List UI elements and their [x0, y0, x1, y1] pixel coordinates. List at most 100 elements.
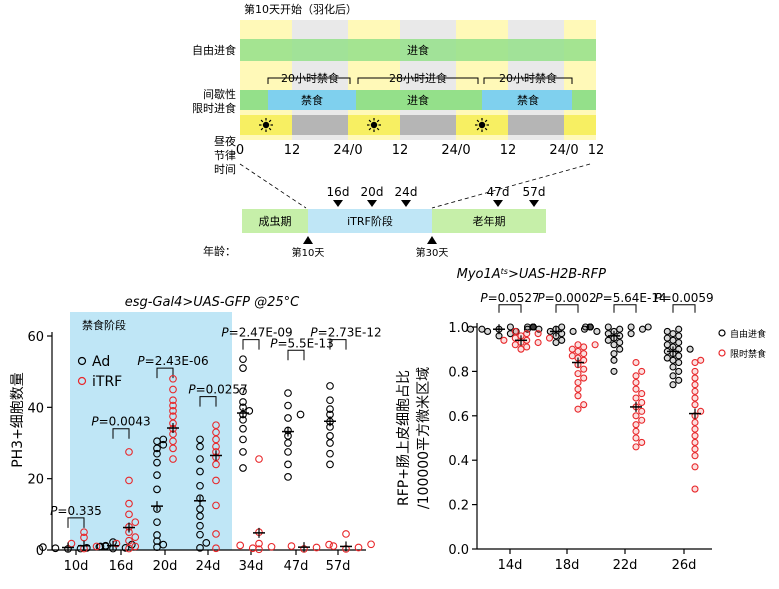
- data-point: [534, 338, 542, 347]
- data-point: [96, 542, 105, 551]
- data-point: [632, 427, 640, 435]
- itrf-row-label-2: 限时进食: [192, 101, 236, 115]
- legend-trf-marker: [718, 349, 726, 357]
- comparison-bracket: [555, 304, 579, 313]
- sun-icon: [475, 118, 489, 132]
- p-symbol: P: [221, 326, 229, 340]
- timeline-mark-arrow: [367, 200, 377, 207]
- data-point: [663, 341, 671, 349]
- circ-night-2: [400, 115, 456, 135]
- y-tick-label: 0.8: [448, 365, 469, 380]
- data-point: [610, 356, 618, 364]
- p-value: =2.73E-12: [318, 326, 382, 340]
- data-point: [691, 452, 699, 460]
- bracket-fast-20-b: [483, 77, 573, 84]
- chart1-ylabel: PH3+细胞数量: [10, 372, 26, 468]
- data-point: [159, 435, 168, 444]
- zoom-line-left: [239, 163, 307, 209]
- data-point: [131, 533, 140, 542]
- data-point: [153, 518, 161, 527]
- data-point: [484, 327, 492, 335]
- data-point: [325, 540, 333, 549]
- data-point: [523, 343, 531, 351]
- legend-trf-label: 限时禁食: [730, 348, 766, 360]
- legend-itrf-label: iTRF: [92, 374, 122, 390]
- data-point: [196, 530, 204, 539]
- hour-tick-label: 12: [392, 143, 409, 158]
- x-tick-label: 26d: [672, 558, 697, 573]
- legend-ad-label: Ad: [92, 354, 110, 370]
- data-point: [581, 323, 590, 331]
- data-point: [632, 443, 640, 451]
- chart2-ylabel-1: RFP+肠上皮细胞占比: [396, 370, 412, 506]
- legend-ad-libitum-label: 自由进食: [730, 328, 766, 340]
- day30-arrow: [427, 236, 437, 244]
- comparison-bracket: [672, 304, 696, 313]
- y-tick-label: 20: [27, 473, 44, 488]
- hour-tick-label: 24/0: [549, 143, 578, 158]
- circ-label-1: 昼夜: [214, 134, 236, 148]
- data-point: [312, 543, 321, 552]
- sun-icon-core: [262, 121, 270, 129]
- comparison-bracket: [287, 349, 305, 361]
- data-point: [159, 440, 168, 449]
- data-point: [691, 401, 699, 409]
- itrf-eat-label: 进食: [407, 93, 429, 107]
- data-point: [523, 323, 532, 331]
- hour-tick-label: 24/0: [333, 143, 362, 158]
- sun-icon-ray: [484, 119, 488, 123]
- sun-icon-core: [478, 121, 486, 129]
- data-point: [568, 352, 576, 360]
- data-point: [196, 481, 204, 490]
- data-point: [284, 460, 292, 469]
- data-point: [604, 336, 612, 344]
- p-value: =0.0527: [488, 291, 540, 305]
- data-point: [296, 410, 305, 419]
- stage-larva-label: 成虫期: [259, 215, 292, 228]
- data-point: [284, 389, 292, 397]
- data-point: [125, 536, 133, 545]
- data-point: [169, 396, 177, 405]
- itrf-eat-end: [572, 90, 596, 110]
- feeding-schematic: 第10天开始（羽化后） 自由进食 进食 20小时禁食 28小时进食 20小时禁食…: [192, 2, 604, 209]
- data-point: [616, 338, 624, 347]
- circ-night-3: [508, 115, 564, 135]
- day10-arrow: [303, 236, 313, 244]
- data-point: [632, 372, 640, 380]
- sun-icon-ray: [368, 127, 372, 131]
- x-tick-label: 10d: [64, 559, 89, 574]
- p-value-label: P=0.0059: [654, 291, 713, 305]
- data-point: [239, 448, 247, 456]
- data-point: [568, 345, 576, 353]
- data-point: [691, 367, 699, 375]
- fast-20-b-label: 20小时禁食: [499, 71, 557, 85]
- timeline-mark-arrow: [401, 200, 411, 207]
- data-point: [604, 323, 612, 331]
- p-value-label: P=0.0002: [537, 291, 596, 305]
- data-point: [153, 449, 161, 458]
- data-point: [669, 330, 677, 338]
- p-value: =5.5E-13: [277, 336, 333, 350]
- data-point: [574, 370, 582, 378]
- data-point: [610, 367, 618, 375]
- ad-feeding-bar: [240, 39, 596, 61]
- data-point: [574, 405, 582, 413]
- stage-old-box: [432, 209, 546, 233]
- comparison-bracket: [329, 339, 347, 350]
- data-point: [638, 438, 646, 446]
- x-tick-label: 34d: [239, 559, 264, 574]
- data-point: [663, 327, 671, 335]
- comparison-bracket: [199, 396, 217, 407]
- data-point: [691, 485, 699, 493]
- p-symbol: P: [270, 336, 278, 350]
- circ-night-1: [292, 115, 348, 135]
- p-value-label: P=2.43E-06: [137, 354, 208, 368]
- hour-tick-label: 0: [236, 143, 244, 158]
- data-point: [663, 354, 671, 362]
- data-point: [92, 542, 101, 551]
- data-point: [326, 396, 334, 405]
- data-point: [125, 476, 133, 485]
- data-point: [675, 338, 683, 347]
- data-point: [523, 330, 531, 338]
